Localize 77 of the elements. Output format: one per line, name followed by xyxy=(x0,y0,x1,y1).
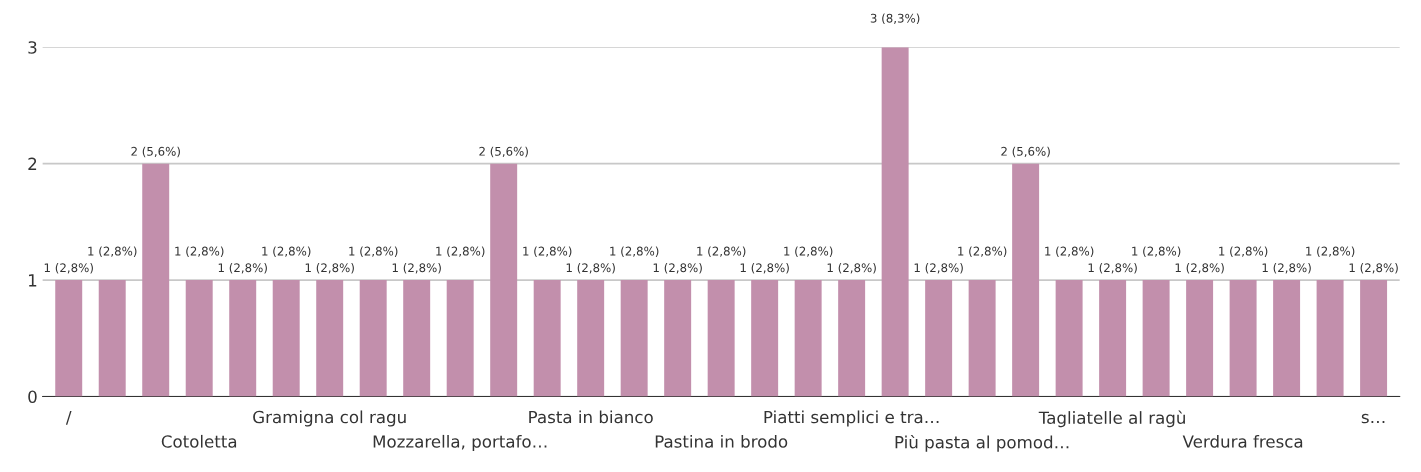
data-label: 1 (2,8%) xyxy=(175,246,224,257)
bar xyxy=(1229,280,1257,397)
x-tick-label: Gramigna col ragu xyxy=(253,410,406,427)
bar xyxy=(142,163,170,397)
y-tick-label: 2 xyxy=(28,157,37,170)
data-label: 1 (2,8%) xyxy=(740,263,789,274)
data-label: 1 (2,8%) xyxy=(1262,263,1311,274)
bar xyxy=(185,280,213,397)
x-tick-label: s… xyxy=(1361,413,1385,424)
bar xyxy=(55,280,83,397)
data-label: 1 (2,8%) xyxy=(349,246,398,257)
bar xyxy=(272,280,300,397)
x-tick-label: Mozzarella, portafo… xyxy=(373,434,547,452)
data-label: 1 (2,8%) xyxy=(305,263,354,274)
data-label: 1 (2,8%) xyxy=(784,246,833,257)
y-tick-label: 0 xyxy=(28,390,37,404)
data-label: 1 (2,8%) xyxy=(653,263,702,274)
y-tick-label: 1 xyxy=(29,274,37,287)
data-label: 1 (2,8%) xyxy=(1088,263,1137,274)
x-tick-label: / xyxy=(65,410,72,425)
bar xyxy=(229,280,257,397)
data-label: 3 (8,3%) xyxy=(870,13,920,25)
data-label: 2 (5,6%) xyxy=(131,146,180,158)
bar xyxy=(1360,280,1388,397)
data-label: 1 (2,8%) xyxy=(392,263,441,274)
data-label: 1 (2,8%) xyxy=(262,246,311,257)
bar xyxy=(838,280,866,397)
data-label: 1 (2,8%) xyxy=(523,246,572,257)
data-label: 1 (2,8%) xyxy=(1045,246,1094,257)
bar xyxy=(751,280,779,397)
bar xyxy=(794,280,822,397)
bar xyxy=(1186,280,1214,397)
data-label: 1 (2,8%) xyxy=(218,263,267,274)
x-tick-label: Pasta in bianco xyxy=(529,410,653,424)
x-tick-label: Più pasta al pomod… xyxy=(895,434,1069,452)
bar xyxy=(1142,280,1170,397)
bar xyxy=(1099,280,1127,397)
bar xyxy=(98,280,126,397)
x-tick-label: Tagliatelle al ragù xyxy=(1038,410,1185,428)
bar xyxy=(620,280,648,397)
data-label: 1 (2,8%) xyxy=(1349,263,1398,274)
bar xyxy=(316,280,344,397)
data-label: 1 (2,8%) xyxy=(1219,246,1268,257)
x-tick-label: Pastina in brodo xyxy=(655,434,788,448)
data-label: 1 (2,8%) xyxy=(1306,246,1355,257)
bar xyxy=(577,280,605,397)
x-tick-label: Verdura fresca xyxy=(1182,434,1303,448)
data-label: 1 (2,8%) xyxy=(88,246,137,257)
bar xyxy=(533,280,561,397)
bar xyxy=(359,280,387,397)
data-label: 1 (2,8%) xyxy=(1175,263,1224,274)
data-label: 1 (2,8%) xyxy=(958,246,1007,257)
data-label: 1 (2,8%) xyxy=(610,246,659,257)
data-label: 2 (5,6%) xyxy=(1001,146,1050,158)
bar xyxy=(1273,280,1301,397)
bar xyxy=(968,280,996,397)
bar xyxy=(664,280,692,397)
bar xyxy=(707,280,735,397)
data-label: 1 (2,8%) xyxy=(697,246,746,257)
bar xyxy=(490,163,518,397)
data-label: 2 (5,6%) xyxy=(479,146,528,158)
x-tick-label: Cotoletta xyxy=(161,434,237,448)
bar xyxy=(446,280,474,397)
data-label: 1 (2,8%) xyxy=(914,263,963,274)
bar xyxy=(1316,280,1344,397)
data-label: 1 (2,8%) xyxy=(1132,246,1181,257)
data-label: 1 (2,8%) xyxy=(436,246,485,257)
bar xyxy=(881,47,909,397)
bar xyxy=(403,280,431,397)
data-label: 1 (2,8%) xyxy=(566,263,615,274)
x-tick-label: Piatti semplici e tra… xyxy=(764,410,939,427)
bar xyxy=(925,280,953,397)
data-label: 1 (2,8%) xyxy=(44,263,93,274)
bar xyxy=(1055,280,1083,397)
bar xyxy=(1012,163,1040,397)
data-label: 1 (2,8%) xyxy=(827,263,876,274)
y-tick-label: 3 xyxy=(28,41,37,54)
